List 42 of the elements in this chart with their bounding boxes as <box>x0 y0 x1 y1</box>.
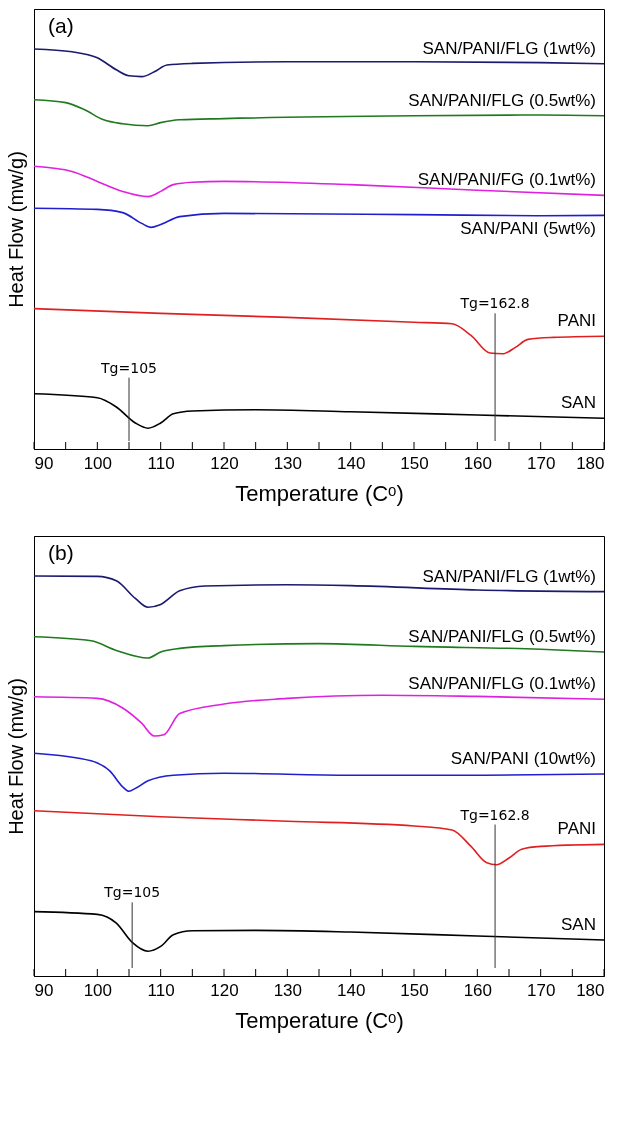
series-label: SAN <box>561 393 596 413</box>
x-tick-label: 170 <box>526 453 556 473</box>
x-tick-label: 120 <box>210 453 239 473</box>
series-label: SAN/PANI (10wt%) <box>450 749 596 768</box>
series-label: SAN/PANI/FLG (0.5wt%) <box>408 627 596 646</box>
x-axis-title: Temperature (Cᵒ) <box>235 1007 404 1033</box>
series-label: SAN/PANI/FLG (1wt%) <box>422 566 596 586</box>
series-label: SAN/PANI/FLG (0.5wt%) <box>408 90 596 110</box>
ref-line-label: Tg=162.8 <box>459 806 530 823</box>
x-tick-label: 90 <box>34 453 54 473</box>
series-label: PANI <box>557 311 596 331</box>
series-label: SAN/PANI/FLG (1wt%) <box>422 38 596 58</box>
ref-line-label: Tg=105 <box>103 884 161 901</box>
x-tick-label: 150 <box>400 980 429 1000</box>
x-tick-label: 110 <box>147 453 175 473</box>
series-label: SAN/PANI/FG (0.1wt%) <box>417 170 596 190</box>
x-tick-label: 110 <box>147 980 175 1000</box>
y-axis-title: Heat Flow (mw/g) <box>4 151 27 308</box>
series-label: SAN/PANI (5wt%) <box>460 219 596 239</box>
x-tick-label: 180 <box>576 980 605 1000</box>
x-tick-label: 120 <box>210 980 239 1000</box>
ref-line-label: Tg=162.8 <box>459 295 530 312</box>
series-label: SAN/PANI/FLG (0.1wt%) <box>408 674 596 694</box>
x-tick-label: 140 <box>336 980 366 1000</box>
x-tick-label: 130 <box>273 980 303 1000</box>
x-tick-label: 140 <box>336 453 366 473</box>
chart-title: (a) <box>48 14 74 37</box>
x-tick-label: 90 <box>34 980 54 1000</box>
x-tick-label: 180 <box>576 453 605 473</box>
x-tick-label: 160 <box>463 453 493 473</box>
series-label: PANI <box>557 819 596 839</box>
x-axis-title: Temperature (Cᵒ) <box>235 480 404 506</box>
x-tick-label: 150 <box>400 453 429 473</box>
x-tick-label: 130 <box>273 453 303 473</box>
x-tick-label: 160 <box>463 980 493 1000</box>
x-tick-label: 100 <box>83 453 113 473</box>
ref-line-label: Tg=105 <box>100 359 157 376</box>
chart-title: (b) <box>48 541 74 564</box>
x-tick-label: 100 <box>83 980 113 1000</box>
x-tick-label: 170 <box>526 980 556 1000</box>
y-axis-title: Heat Flow (mw/g) <box>4 678 27 835</box>
series-label: SAN <box>561 915 596 934</box>
